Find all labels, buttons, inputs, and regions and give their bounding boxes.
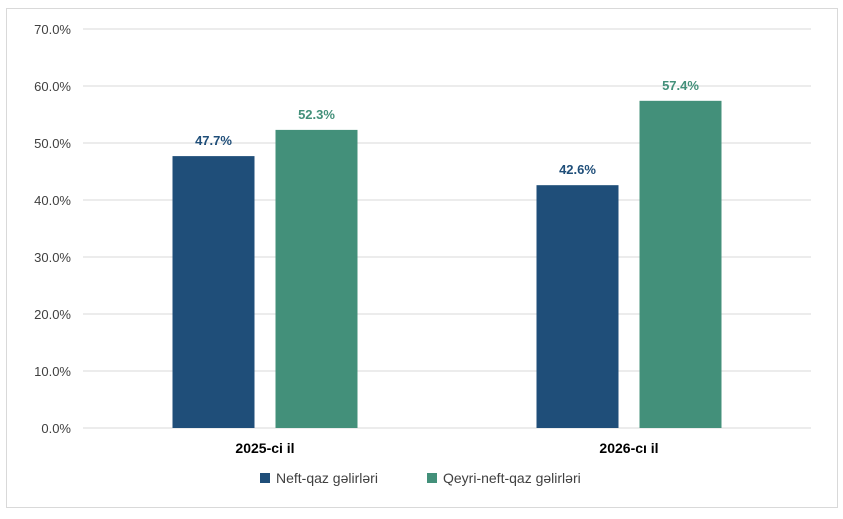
legend-swatch-2 bbox=[427, 473, 437, 483]
y-tick-label: 10.0% bbox=[34, 364, 71, 379]
y-tick-label: 50.0% bbox=[34, 136, 71, 151]
legend-label-1: Neft-qaz gəlirləri bbox=[276, 470, 378, 486]
x-category-label: 2026-cı il bbox=[599, 440, 658, 456]
x-category-label: 2025-ci il bbox=[235, 440, 294, 456]
y-tick-label: 20.0% bbox=[34, 307, 71, 322]
bar-neft-qaz-1 bbox=[172, 156, 255, 429]
chart-frame: 0.0% 10.0% 20.0% 30.0% 40.0% 50.0% 60.0% 70.0% 4… bbox=[6, 8, 838, 508]
legend-swatch-1 bbox=[260, 473, 270, 483]
data-label: 47.7% bbox=[195, 133, 232, 148]
data-label: 42.6% bbox=[559, 162, 596, 177]
legend-label-2: Qeyri-neft-qaz gəlirləri bbox=[443, 470, 581, 486]
bar-qeyri-neft-qaz-2 bbox=[639, 100, 722, 428]
y-tick-label: 0.0% bbox=[41, 421, 71, 436]
data-label: 57.4% bbox=[662, 78, 699, 93]
y-tick-label: 70.0% bbox=[34, 22, 71, 37]
data-label: 52.3% bbox=[298, 107, 335, 122]
bar-qeyri-neft-qaz-1 bbox=[275, 129, 358, 428]
y-tick-label: 30.0% bbox=[34, 250, 71, 265]
bar-neft-qaz-2 bbox=[536, 185, 619, 428]
bar-chart: 0.0% 10.0% 20.0% 30.0% 40.0% 50.0% 60.0% 70.0% 4… bbox=[34, 22, 811, 486]
y-tick-label: 40.0% bbox=[34, 193, 71, 208]
y-tick-label: 60.0% bbox=[34, 79, 71, 94]
